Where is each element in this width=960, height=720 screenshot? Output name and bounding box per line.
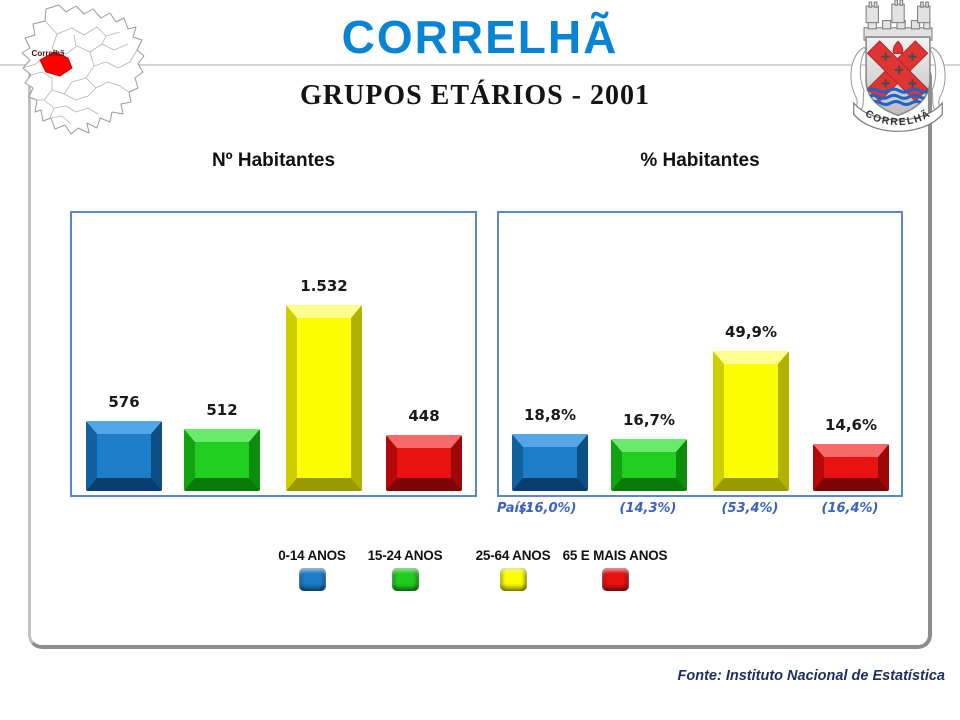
crest-banner <box>853 101 943 132</box>
crest-crosslets <box>881 52 917 88</box>
pais-value-0-14: (16,0%) <box>519 501 577 516</box>
content-frame <box>28 64 932 649</box>
bar-n-65plus <box>386 435 462 491</box>
map-highlight-correlha <box>39 51 73 77</box>
bar-n-15-24 <box>184 429 260 491</box>
chart-n-habitantes: 576 512 1.532 448 <box>70 211 477 497</box>
page-title: CORRELHÃ <box>341 11 619 63</box>
legend-swatch-blue <box>298 568 326 591</box>
bar-n-0-14 <box>86 421 162 491</box>
pais-value-65plus: (16,4%) <box>821 501 879 516</box>
crest-waves <box>867 87 930 107</box>
bar-value-18-8: 18,8% <box>523 406 577 424</box>
page-subtitle: GRUPOS ETÁRIOS - 2001 <box>299 80 651 111</box>
pais-label: País: <box>497 501 532 516</box>
municipality-map: Correlhã <box>2 2 167 142</box>
pais-annotation-row: País: (16,0%) (14,3%) (53,4%) (16,4%) <box>0 501 960 521</box>
legend-swatch-green <box>391 568 419 591</box>
bar-pct-0-14 <box>512 434 588 491</box>
bar-pct-65plus <box>813 444 889 491</box>
bar-value-1532: 1.532 <box>300 277 348 295</box>
legend-label-65plus: 65 E MAIS ANOS <box>562 548 668 563</box>
chart-pct-habitantes: 18,8% 16,7% 49,9% 14,6% <box>497 211 903 497</box>
bar-pct-15-24 <box>611 439 687 491</box>
pais-value-25-64: (53,4%) <box>721 501 779 516</box>
legend-item-0-14: 0-14 ANOS <box>247 548 377 591</box>
pais-value-15-24: (14,3%) <box>619 501 677 516</box>
legend-label-15-24: 15-24 ANOS <box>367 548 443 563</box>
legend-item-15-24: 15-24 ANOS <box>340 548 470 591</box>
bar-pct-25-64 <box>713 351 789 491</box>
legend-item-25-64: 25-64 ANOS <box>448 548 578 591</box>
map-outer-boundary <box>21 4 145 135</box>
bar-value-14-6: 14,6% <box>824 416 878 434</box>
crest-crown <box>863 0 933 41</box>
legend-swatch-red <box>601 568 629 591</box>
map-label: Correlhã <box>32 49 65 58</box>
chart-title-pct-habitantes: % Habitantes <box>640 150 760 171</box>
legend-swatch-yellow <box>499 568 527 591</box>
legend-label-0-14: 0-14 ANOS <box>278 548 346 563</box>
bar-value-16-7: 16,7% <box>622 411 676 429</box>
crest-scallop <box>892 40 904 54</box>
bar-value-49-9: 49,9% <box>724 323 778 341</box>
legend-label-25-64: 25-64 ANOS <box>475 548 551 563</box>
bar-value-448: 448 <box>408 407 440 425</box>
bar-n-25-64 <box>286 305 362 491</box>
source-note: Fonte: Instituto Nacional de Estatística <box>677 668 945 684</box>
bar-value-576: 576 <box>108 393 140 411</box>
bar-value-512: 512 <box>206 401 238 419</box>
chart-title-n-habitantes: Nº Habitantes <box>211 150 336 171</box>
legend-item-65plus: 65 E MAIS ANOS <box>550 548 680 591</box>
coat-of-arms: CORRELHÃ <box>843 0 953 143</box>
